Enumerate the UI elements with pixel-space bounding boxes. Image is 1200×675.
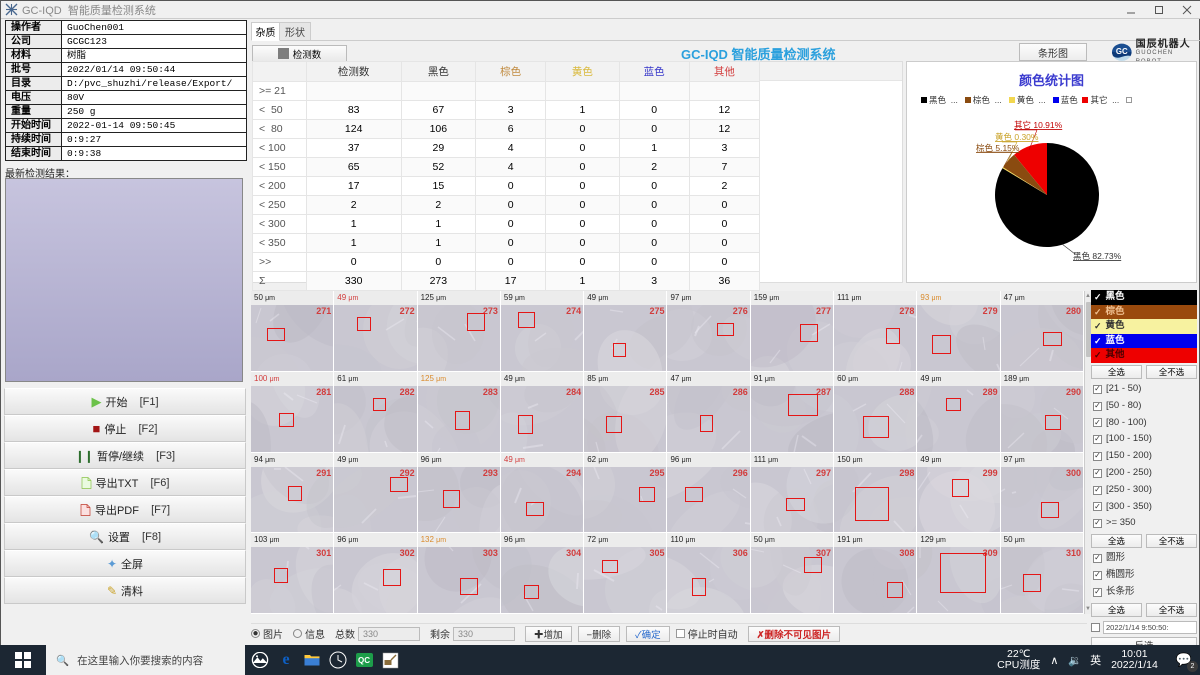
- svg-text:棕色 5.15%: 棕色 5.15%: [976, 143, 1020, 153]
- svg-text:黑色 82.73%: 黑色 82.73%: [1073, 251, 1122, 261]
- svg-text:GC: GC: [1116, 47, 1128, 56]
- svg-text:其它 10.91%: 其它 10.91%: [1014, 120, 1063, 130]
- svg-text:黄色 0.30%: 黄色 0.30%: [995, 132, 1039, 142]
